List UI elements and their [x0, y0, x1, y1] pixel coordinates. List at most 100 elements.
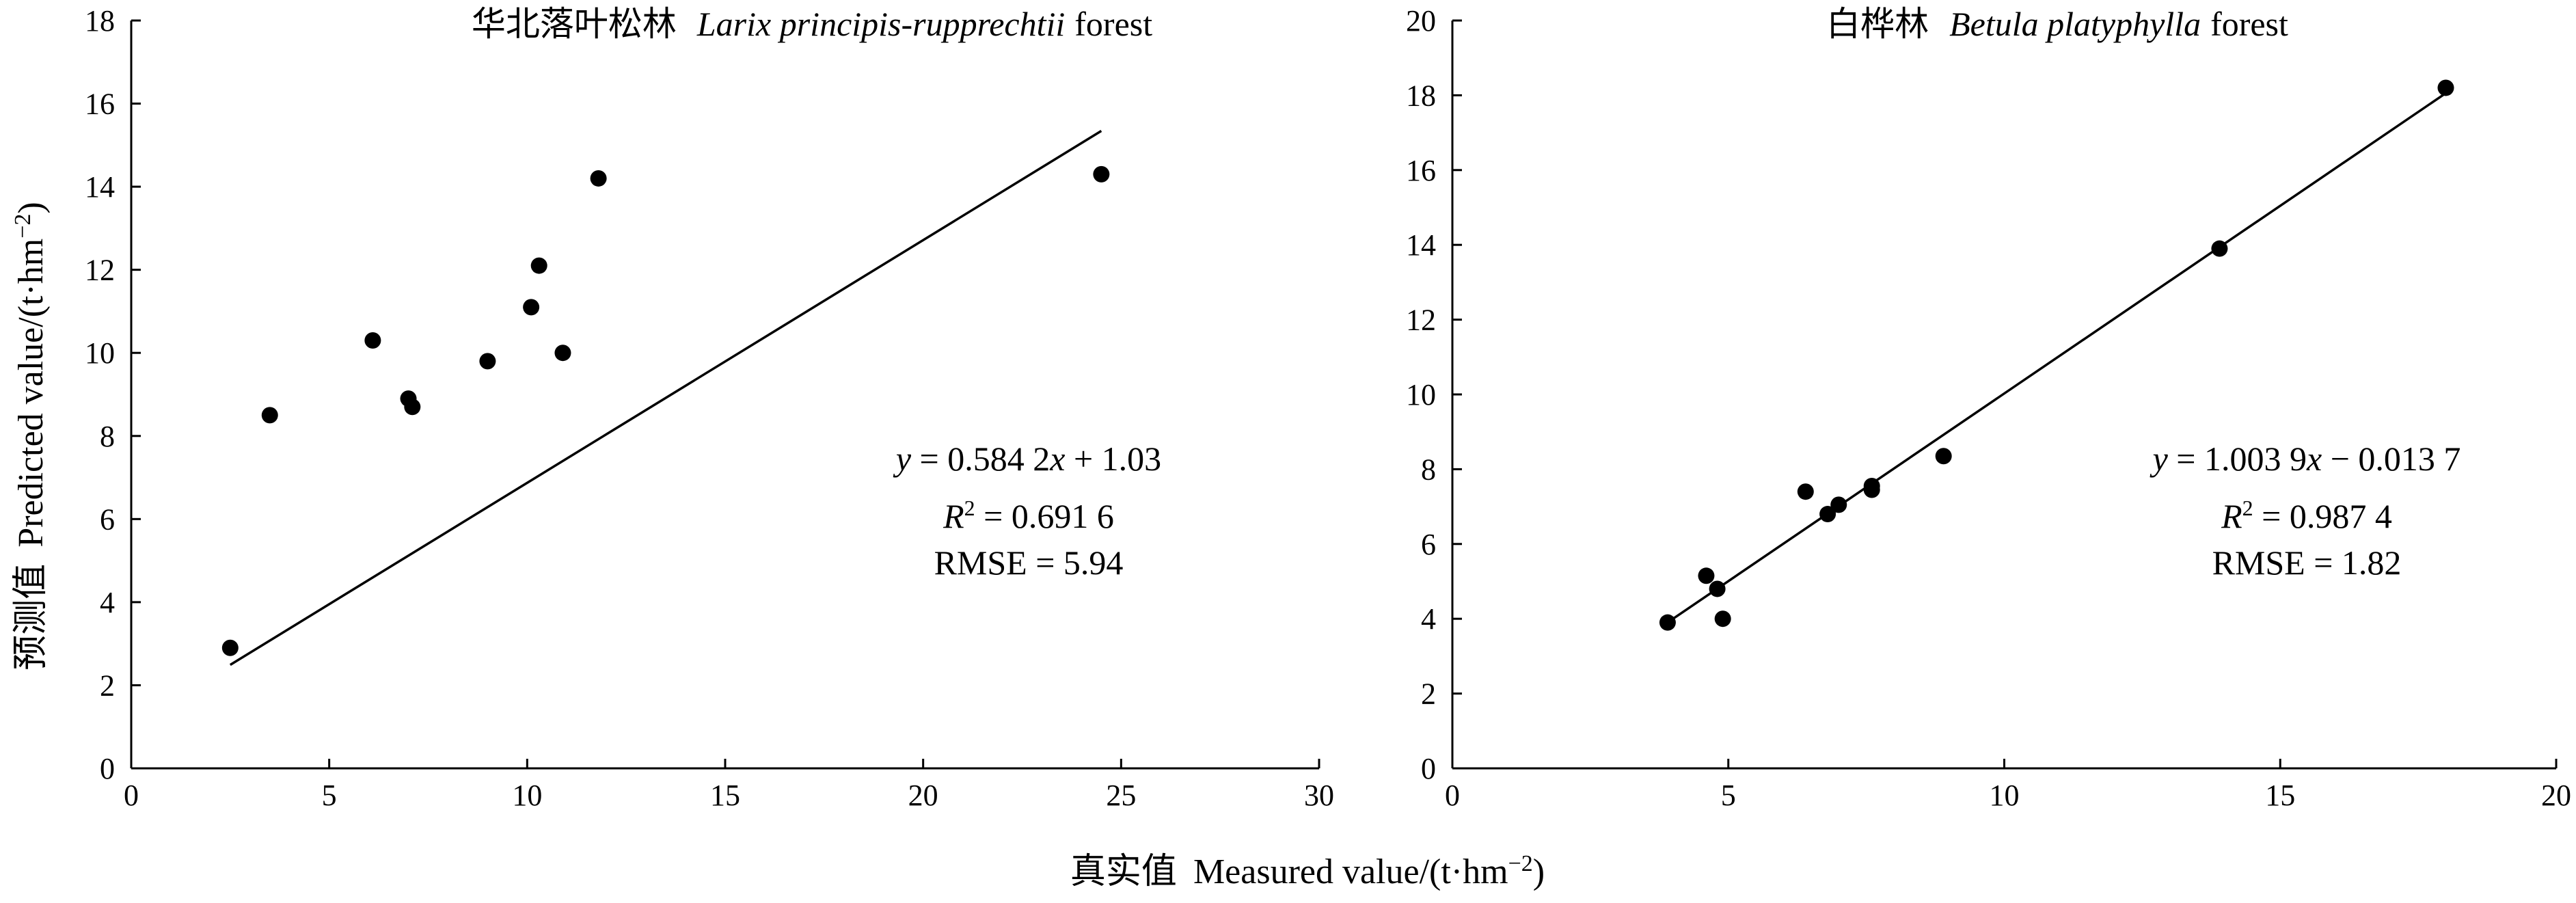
y-tick-label: 12 — [1406, 304, 1436, 337]
fit-line — [229, 130, 1102, 666]
panel-title-cn: 白桦林 — [1826, 5, 1929, 43]
data-point — [221, 639, 239, 656]
r2-symbol: R — [2221, 497, 2242, 535]
x-tick-label: 0 — [1445, 779, 1460, 812]
data-point — [1659, 614, 1676, 631]
y-tick-label: 14 — [1406, 228, 1436, 262]
data-point — [2211, 240, 2228, 257]
data-point — [1863, 478, 1880, 495]
r2-superscript: 2 — [2242, 496, 2253, 520]
x-tick-label: 20 — [2541, 779, 2571, 812]
x-tick-label: 5 — [322, 779, 337, 812]
r2-value: = 0.691 6 — [975, 497, 1114, 535]
panel-betula: 白桦林 Betula platyphylla forest 0 5 10 15 20 0 2 4 6… — [1406, 4, 2571, 812]
eq-tail: − 0.013 7 — [2322, 440, 2460, 478]
panel-title-suffix: forest — [1074, 5, 1152, 43]
y-tick-label: 2 — [100, 669, 115, 702]
r-squared: R2 = 0.691 6 — [943, 496, 1114, 535]
data-point — [2437, 79, 2454, 96]
x-tick-label: 20 — [908, 779, 938, 812]
panel-title: 华北落叶松林 Larix principis-rupprechtii forest — [472, 5, 1152, 43]
fit-line-group — [229, 130, 1102, 666]
y-tick-label: 16 — [85, 87, 115, 121]
y-title-en: Predicted value/(t·hm — [12, 239, 51, 548]
y-title-sup: −2 — [10, 214, 36, 239]
x-tick-label: 5 — [1721, 779, 1736, 812]
x-tick-label: 10 — [512, 779, 542, 812]
y-tick-label: 16 — [1406, 154, 1436, 187]
shared-x-axis-title: 真实值 Measured value/(t·hm−2) — [1070, 851, 1545, 892]
y-tick-label: 18 — [85, 4, 115, 38]
x-tick-label: 15 — [710, 779, 740, 812]
y-title-cn: 预测值 — [12, 564, 51, 671]
data-point — [530, 257, 547, 274]
data-point — [1935, 448, 1952, 465]
r2-value: = 0.987 4 — [2253, 497, 2392, 535]
panel-title-cn: 华北落叶松林 — [472, 5, 677, 43]
panel-title-suffix: forest — [2210, 5, 2288, 43]
y-tick-label: 6 — [1421, 528, 1436, 561]
x-tick-label: 0 — [124, 779, 139, 812]
y-tick-label: 0 — [1421, 752, 1436, 785]
y-tick-label: 18 — [1406, 79, 1436, 112]
y-tick-label: 2 — [1421, 677, 1436, 711]
r2-superscript: 2 — [964, 496, 975, 520]
points-group — [1659, 79, 2454, 631]
x-title-en: Measured value/(t·hm — [1193, 852, 1508, 891]
x-tick-label: 30 — [1304, 779, 1334, 812]
eq-x-var: x — [2306, 440, 2322, 478]
fit-line — [1666, 92, 2447, 624]
data-point — [1797, 483, 1814, 500]
data-point — [1714, 610, 1731, 628]
fit-line-group — [1666, 92, 2447, 624]
data-point — [1698, 567, 1715, 584]
panel-larix: 华北落叶松林 Larix principis-rupprechtii forest … — [85, 4, 1334, 812]
y-tick-label: 6 — [100, 502, 115, 536]
eq-x-var: x — [1049, 440, 1065, 478]
y-tick-label: 4 — [100, 586, 115, 619]
eq-y-var: y — [893, 440, 912, 478]
y-tick-label: 4 — [1421, 602, 1436, 636]
ticks: 0 5 10 15 20 25 30 0 2 4 6 8 10 12 14 16 18 — [85, 4, 1334, 812]
y-tick-label: 0 — [100, 752, 115, 785]
y-title-close: ) — [12, 202, 51, 213]
x-tick-label: 10 — [1990, 779, 2020, 812]
x-tick-label: 25 — [1106, 779, 1136, 812]
x-title-close: ) — [1533, 852, 1545, 891]
data-point — [1093, 165, 1110, 183]
axes — [130, 21, 1319, 770]
eq-tail: + 1.03 — [1065, 440, 1161, 478]
x-title-cn: 真实值 — [1070, 852, 1177, 891]
eq-y-var: y — [2150, 440, 2169, 478]
rmse: RMSE = 1.82 — [2212, 543, 2402, 582]
y-tick-label: 10 — [1406, 378, 1436, 412]
x-title-sup: −2 — [1508, 851, 1533, 876]
panel-title: 白桦林 Betula platyphylla forest — [1826, 5, 2288, 43]
regression-equation: y = 0.584 2x + 1.03 — [893, 440, 1161, 478]
y-tick-label: 10 — [85, 336, 115, 370]
data-point — [523, 299, 540, 316]
r2-symbol: R — [943, 497, 964, 535]
data-point — [404, 399, 421, 416]
eq-mid: = 1.003 9 — [2168, 440, 2307, 478]
data-point — [590, 170, 607, 187]
data-point — [479, 353, 496, 370]
data-point — [1709, 580, 1726, 597]
shared-y-axis-title: 预测值 Predicted value/(t·hm−2) — [10, 202, 51, 670]
eq-mid: = 0.584 2 — [911, 440, 1050, 478]
data-point — [261, 407, 278, 424]
panel-title-species: Larix principis-rupprechtii — [696, 5, 1065, 43]
points-group — [221, 165, 1110, 656]
y-tick-label: 8 — [100, 420, 115, 453]
y-tick-label: 8 — [1421, 453, 1436, 486]
r-squared: R2 = 0.987 4 — [2221, 496, 2392, 535]
y-tick-label: 12 — [85, 254, 115, 287]
panel-title-species: Betula platyphylla — [1949, 5, 2201, 43]
ticks: 0 5 10 15 20 0 2 4 6 8 10 12 14 16 18 20 — [1406, 4, 2571, 812]
data-point — [1830, 496, 1847, 513]
y-tick-label: 20 — [1406, 4, 1436, 38]
y-tick-label: 14 — [85, 170, 115, 204]
x-tick-label: 15 — [2265, 779, 2295, 812]
